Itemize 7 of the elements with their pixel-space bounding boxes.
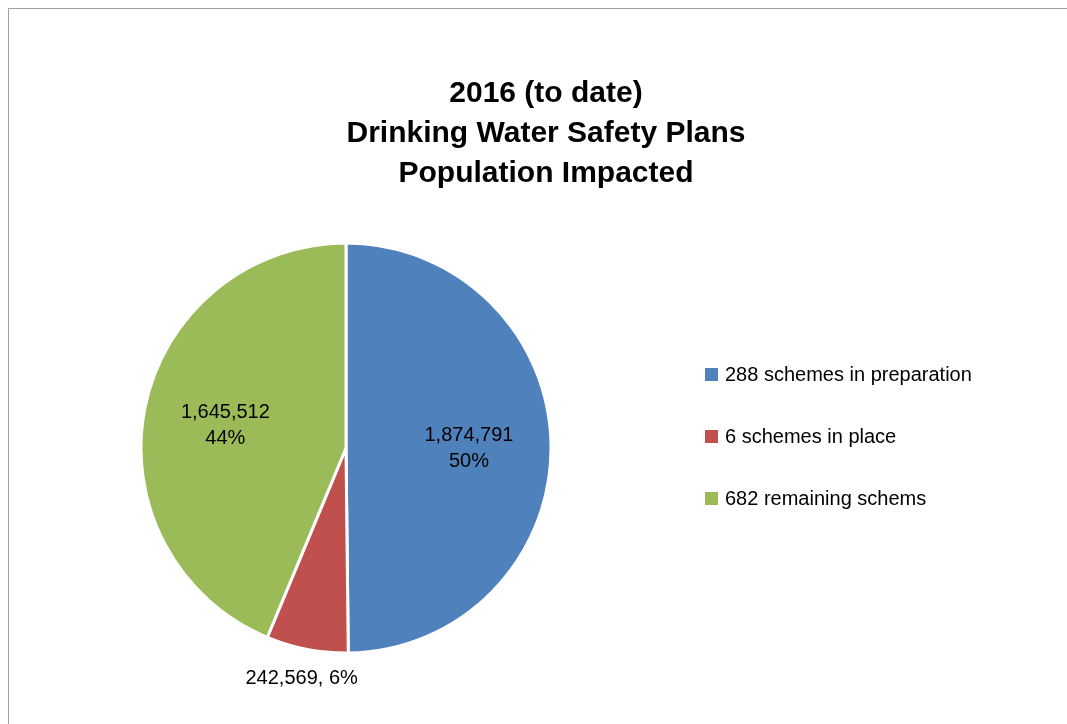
legend-label: 288 schemes in preparation [725, 363, 972, 385]
chart-title: 2016 (to date) Drinking Water Safety Plans Population Impacted [346, 75, 746, 188]
legend-label: 682 remaining schems [725, 487, 927, 509]
data-label: 1,874,791 50% [424, 423, 514, 472]
data-label: 1,645,512 44% [180, 399, 270, 448]
data-label: 242,569, 6% [245, 665, 359, 688]
legend-label: 6 schemes in place [725, 425, 897, 447]
